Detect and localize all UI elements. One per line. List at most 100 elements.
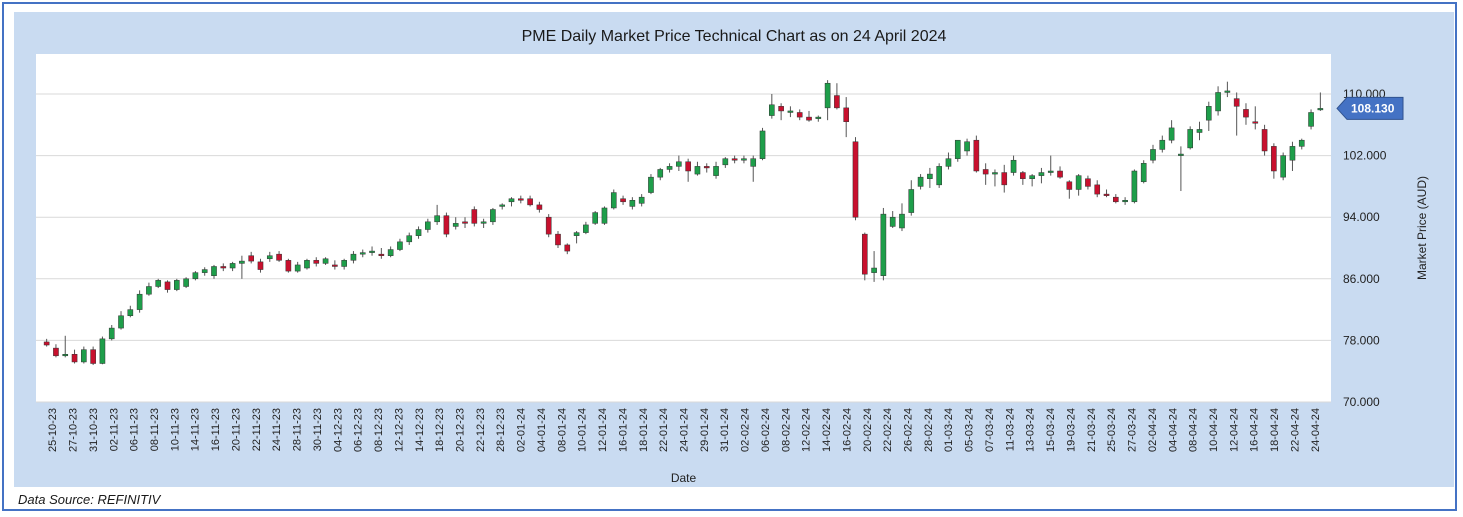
candle-body [964,141,970,152]
candle-body [936,166,942,186]
x-tick-label: 08-02-24 [780,408,792,452]
candle [53,344,59,358]
candle-body [917,176,924,187]
candle-body [769,104,775,116]
candle-body [1271,146,1277,172]
candle [703,163,710,173]
candle-body [638,196,645,204]
candle-body [201,269,208,273]
candle-body [1298,139,1305,147]
x-tick-label: 22-12-23 [475,408,487,452]
y-tick-label: 70.000 [1343,395,1380,409]
candle-body [1159,139,1166,150]
candle-body [1113,196,1119,203]
candle-body [62,354,69,357]
candle-body [1280,155,1286,178]
x-tick-label: 16-02-24 [841,408,853,452]
candle [146,282,152,296]
candle [899,203,905,232]
candle [1159,135,1166,153]
candle [666,163,673,173]
candle [536,201,543,213]
candle [1187,126,1193,150]
candle [1094,180,1101,198]
candle-body [322,258,329,264]
candle [425,218,431,233]
candle [415,226,422,239]
candle [787,106,794,118]
candle [741,155,747,164]
candle-body [564,244,571,252]
candle-body [313,260,320,264]
x-tick-label: 29-01-24 [699,408,711,452]
candle [685,158,691,182]
candle [1131,169,1138,204]
candle-body [1094,184,1101,195]
candle [1271,143,1277,179]
candle-body [1317,108,1324,111]
x-tick-label: 18-04-24 [1269,408,1281,452]
candle [174,278,180,292]
candle-body [1075,175,1082,190]
candle-body [843,107,850,122]
candle [443,212,450,238]
x-tick-label: 24-11-23 [271,408,283,451]
x-tick-label: 08-11-23 [149,408,161,451]
candle-body [1308,112,1314,127]
candle [192,271,199,281]
candle [555,231,561,248]
candle [583,221,589,235]
candle-body [1057,170,1063,178]
x-tick-label: 01-03-24 [943,408,955,452]
x-tick-label: 25-03-24 [1106,408,1118,452]
x-tick-label: 12-01-24 [597,408,609,452]
candle-body [415,229,422,236]
candle-body [657,169,664,178]
candle-body [759,130,766,159]
x-tick-label: 13-03-24 [1025,408,1037,452]
chart-frame: PME Daily Market Price Technical Chart a… [2,2,1457,511]
x-tick-label: 30-11-23 [312,408,324,451]
candle-body [1289,146,1296,161]
x-tick-label: 16-01-24 [617,408,629,452]
candle-body [397,241,403,250]
candle-body [434,215,440,223]
candle-body [722,158,729,166]
candle-body [146,286,152,295]
candle [43,338,50,347]
x-tick-label: 10-11-23 [169,408,181,451]
candle-body [369,250,375,253]
candle-body [118,315,124,329]
last-price-tag: 108.130 [1336,96,1404,120]
x-tick-label: 18-01-24 [638,408,650,452]
candle [229,261,236,272]
x-tick-label: 04-01-24 [536,408,548,452]
candle-body [1205,106,1212,121]
candle-body [90,349,96,364]
candle [657,167,664,181]
candle-body [908,189,915,213]
candle [276,251,282,262]
candle [239,255,245,279]
last-price-value: 108.130 [1351,101,1395,115]
x-tick-label: 31-10-23 [88,408,100,452]
candle-body [1001,172,1008,186]
candle-body [332,264,338,267]
candle-body [443,215,450,235]
candle-body [1029,175,1035,179]
candle-body [871,267,877,273]
x-tick-label: 06-02-24 [760,408,772,452]
last-price-tag-shape [1336,96,1404,120]
candle [824,80,831,121]
candle-body [257,261,264,270]
candle [676,155,682,171]
candle [118,311,124,330]
candle [359,249,366,258]
candle-body [1010,159,1017,173]
candle-body [1252,121,1259,124]
x-tick-label: 04-04-24 [1167,408,1179,452]
candle-body [294,264,301,272]
candle-body [480,221,487,224]
x-tick-label: 24-04-24 [1310,408,1322,452]
candle [108,325,115,341]
